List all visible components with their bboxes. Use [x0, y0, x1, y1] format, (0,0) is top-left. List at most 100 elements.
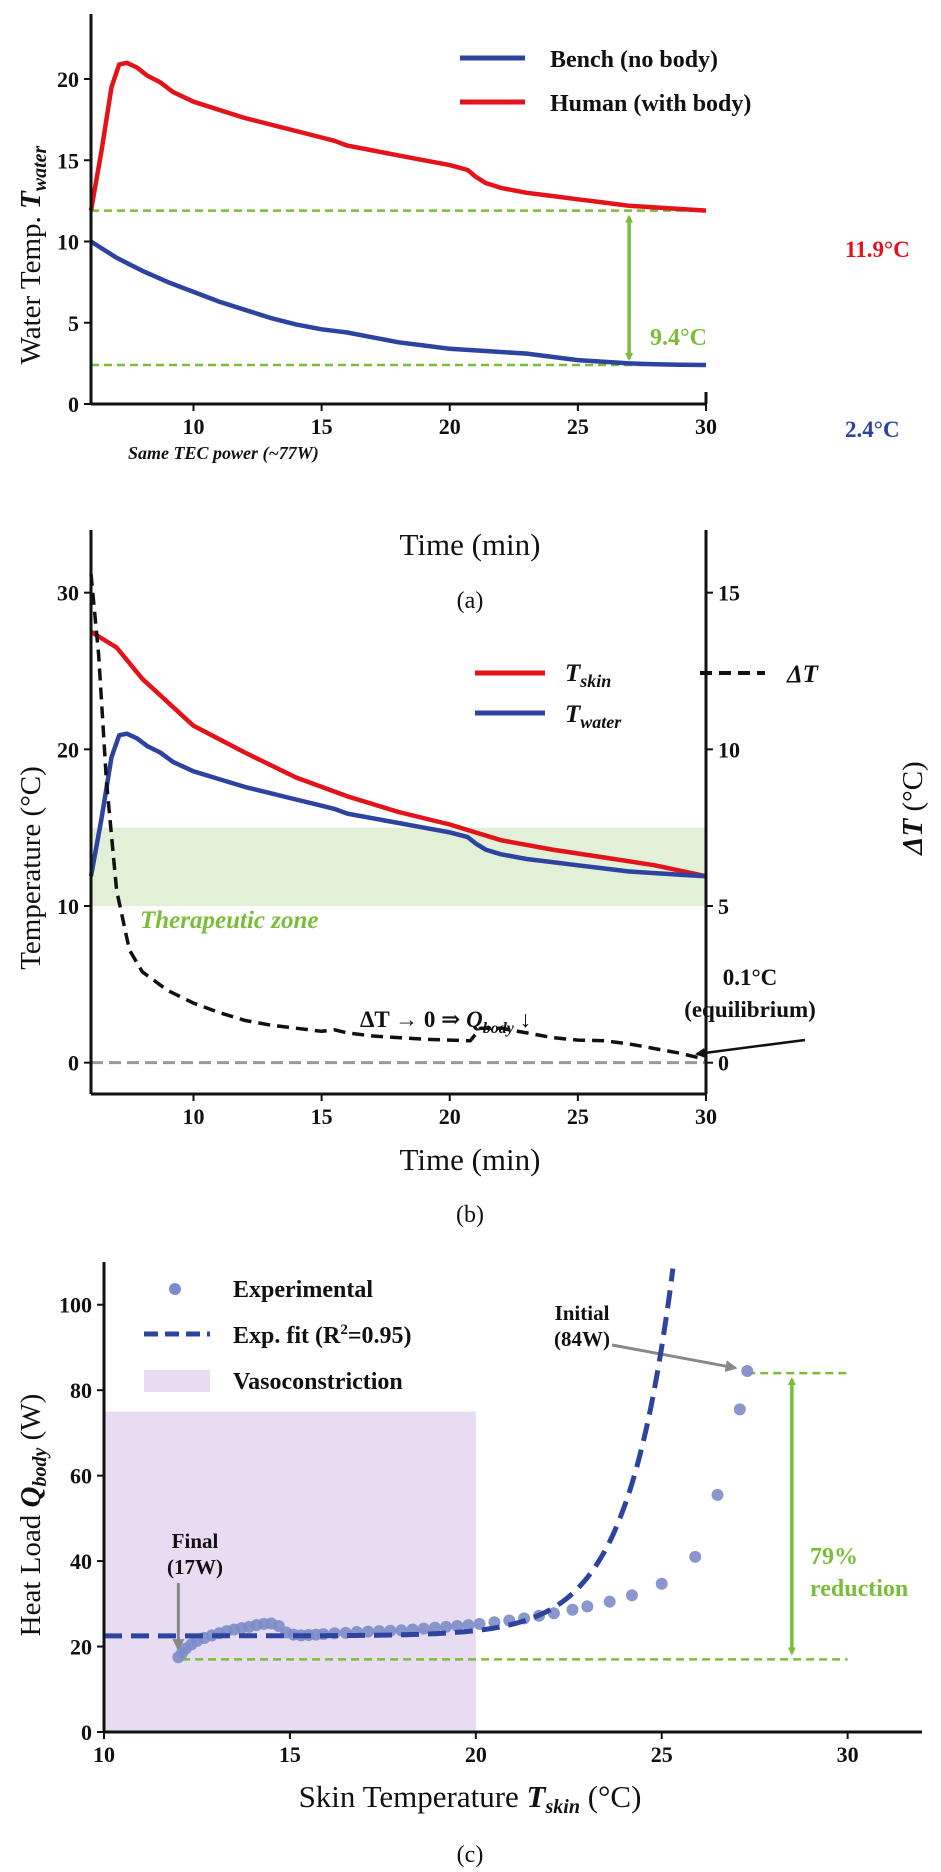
panel-b-xtick-label: 25 — [567, 1104, 589, 1129]
panel-a-legend: Bench (no body) Human (with body) — [460, 47, 751, 117]
experimental-point — [625, 1589, 638, 1602]
panel-a-reference-lines — [91, 209, 706, 367]
panel-c-ytick-label: 60 — [70, 1464, 92, 1489]
panel-c-reference-lines — [172, 1343, 848, 1661]
panel-c-xtick-label: 25 — [651, 1742, 673, 1767]
panel-c-legend: Experimental Exp. fit (R2=0.95) Vasocons… — [144, 1277, 412, 1395]
panel-c-ytick-label: 40 — [70, 1549, 92, 1574]
legend-twater-label: Twater — [565, 701, 622, 732]
initial-label: Initial — [555, 1301, 610, 1325]
panel-c-ylabel: Heat Load Qbody (W) — [15, 1394, 51, 1637]
panel-a-ticks: 10 15 20 25 30 0 5 10 15 20 — [57, 67, 717, 439]
experimental-point — [603, 1595, 616, 1608]
legend-human-label: Human (with body) — [550, 91, 751, 117]
delta-label: 9.4°C — [650, 325, 707, 351]
panel-b-ytick-label: 0 — [68, 1051, 79, 1076]
bench-line — [89, 239, 707, 368]
panel-c-axes — [102, 1262, 922, 1734]
panel-a-xtick-label: 10 — [183, 414, 205, 439]
panel-b-xtick-label: 20 — [439, 1104, 461, 1129]
tskin-line — [89, 629, 707, 879]
reduction-pct: 79% — [810, 1544, 858, 1570]
panel-c-xtick-label: 10 — [93, 1742, 115, 1767]
experimental-point — [462, 1619, 475, 1632]
panel-a-series — [88, 60, 707, 368]
experimental-point — [417, 1622, 430, 1635]
panel-a-caption: (a) — [457, 588, 484, 614]
panel-b-reference-lines — [91, 1038, 806, 1065]
panel-a-xtick-label: 30 — [695, 414, 717, 439]
panel-b-xtick-label: 10 — [183, 1104, 205, 1129]
panel-b-xtick-label: 30 — [695, 1104, 717, 1129]
legend-deltat-label: ΔT — [786, 661, 820, 688]
panel-b-y2label: ΔT (°C) — [897, 761, 929, 855]
experimental-point — [581, 1600, 594, 1613]
panel-c-ytick-label: 20 — [70, 1635, 92, 1660]
panel-c-vasoconstriction-region — [104, 1411, 476, 1732]
panel-c-fit — [104, 1268, 676, 1639]
panel-a-xlabel: Time (min) — [400, 527, 541, 562]
panel-b-y2tick-label: 5 — [718, 894, 729, 919]
legend-experimental-label: Experimental — [233, 1277, 373, 1303]
panel-b-y2tick-label: 10 — [718, 737, 740, 762]
panel-b-xtick-label: 15 — [311, 1104, 333, 1129]
panel-a-ytick-label: 5 — [68, 311, 79, 336]
panel-b-series — [88, 573, 707, 1062]
experimental-point — [440, 1620, 453, 1633]
red-end-label: 11.9°C — [845, 237, 910, 262]
experimental-point — [566, 1603, 579, 1616]
therapeutic-zone-band — [91, 827, 706, 906]
panel-c-xlabel: Skin Temperature Tskin (°C) — [299, 1779, 642, 1818]
panel-b-legend: Tskin Twater ΔT — [475, 660, 820, 732]
reduction-word: reduction — [810, 1576, 908, 1602]
legend-experimental-swatch — [169, 1283, 181, 1295]
panel-a-xtick-label: 15 — [311, 414, 333, 439]
exp-fit-curve — [104, 1268, 676, 1639]
vasoconstriction-band — [104, 1411, 476, 1732]
human-line — [88, 60, 707, 213]
experimental-point — [361, 1625, 374, 1638]
panel-b-xlabel: Time (min) — [400, 1142, 541, 1177]
legend-fit-label: Exp. fit (R2=0.95) — [233, 1322, 412, 1349]
deltat-line — [89, 573, 707, 1062]
equilibrium-value: 0.1°C — [723, 965, 778, 990]
panel-c-ytick-label: 100 — [59, 1293, 92, 1318]
blue-end-label: 2.4°C — [845, 417, 900, 442]
panel-c-ytick-label: 0 — [81, 1720, 92, 1745]
panel-b-ytick-label: 20 — [57, 737, 79, 762]
experimental-point — [547, 1607, 560, 1620]
legend-bench-label: Bench (no body) — [550, 47, 718, 73]
panel-a: 10 15 20 25 30 0 5 10 15 20 Bench (no body) Human… — [15, 14, 910, 614]
zone-label: Therapeutic zone — [140, 907, 318, 934]
experimental-point — [473, 1617, 486, 1630]
panel-a-ytick-label: 10 — [57, 230, 79, 255]
final-value: (17W) — [167, 1555, 223, 1579]
initial-value: (84W) — [554, 1327, 610, 1351]
experimental-point — [741, 1364, 754, 1377]
legend-region-swatch — [144, 1370, 210, 1392]
panel-c-caption: (c) — [457, 1842, 484, 1868]
final-label: Final — [172, 1529, 219, 1553]
panel-b-therapeutic-zone — [91, 827, 706, 906]
panel-a-ytick-label: 15 — [57, 148, 79, 173]
experimental-point — [428, 1621, 441, 1634]
equilibrium-label: (equilibrium) — [684, 997, 816, 1022]
equilibrium-arrow — [694, 1038, 806, 1058]
panel-c-ytick-label: 80 — [70, 1378, 92, 1403]
twater-line — [88, 731, 707, 879]
panel-b-ylabel: Temperature (°C) — [15, 766, 47, 970]
panel-b-y2tick-label: 15 — [718, 581, 740, 606]
experimental-point — [655, 1577, 668, 1590]
panel-b: 10 15 20 25 30 0 10 20 30 0 5 10 15 Therapeutic zone… — [15, 530, 929, 1228]
panel-c: 10 15 20 25 30 0 20 40 60 80 100 Experimental Exp.… — [15, 1262, 922, 1868]
panel-b-ytick-label: 30 — [57, 581, 79, 606]
initial-arrow — [611, 1343, 738, 1373]
panel-b-ytick-label: 10 — [57, 894, 79, 919]
implication-label: ΔT → 0 ⇒ Qbody ↓ — [360, 1007, 531, 1037]
panel-a-ytick-label: 0 — [68, 392, 79, 417]
panel-a-xtick-label: 20 — [439, 414, 461, 439]
legend-tskin-label: Tskin — [565, 660, 611, 691]
panel-b-ticks: 10 15 20 25 30 0 10 20 30 0 5 10 15 — [57, 581, 740, 1129]
experimental-point — [451, 1620, 464, 1633]
